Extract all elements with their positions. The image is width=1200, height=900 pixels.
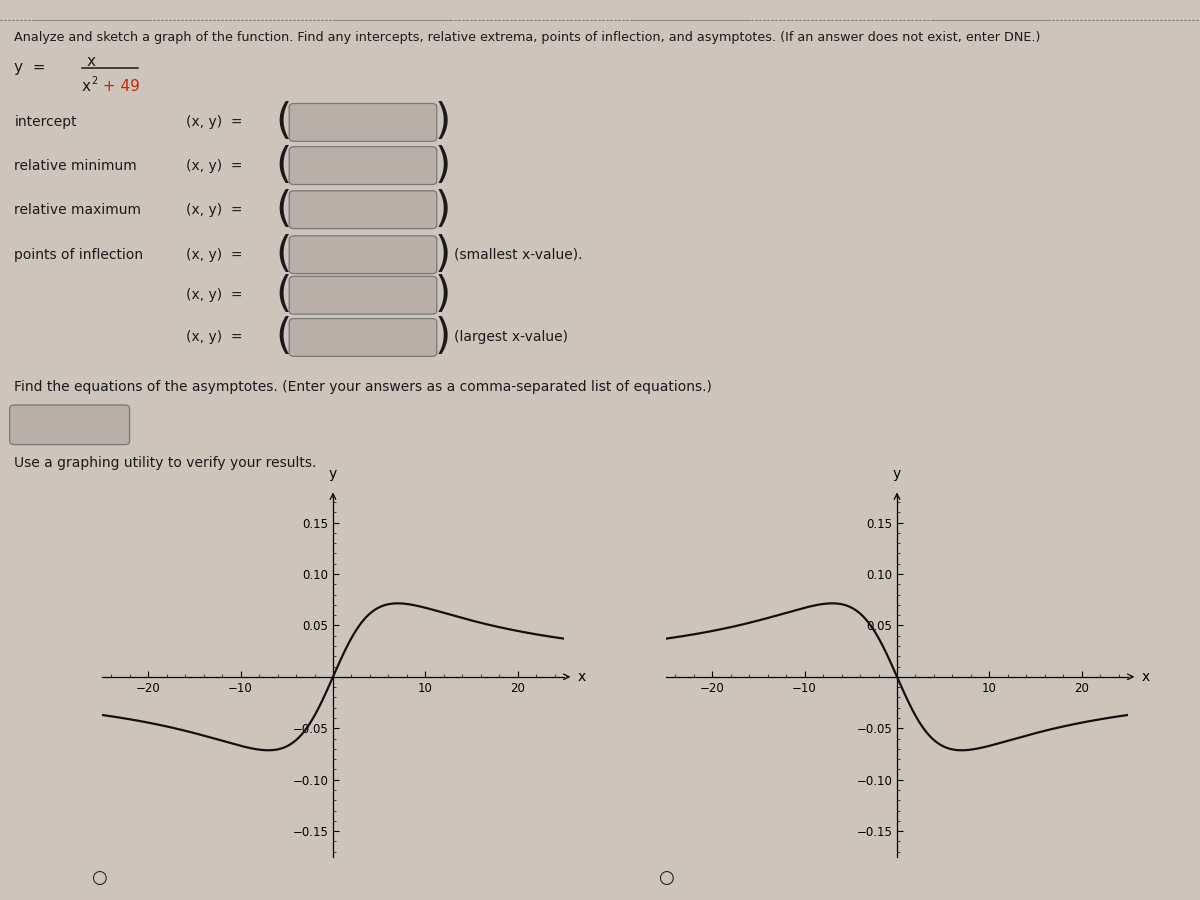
FancyBboxPatch shape <box>289 191 437 229</box>
Text: Analyze and sketch a graph of the function. Find any intercepts, relative extrem: Analyze and sketch a graph of the functi… <box>14 32 1040 44</box>
Text: (x, y)  =: (x, y) = <box>186 158 242 173</box>
Text: ○: ○ <box>90 868 107 886</box>
FancyBboxPatch shape <box>289 147 437 184</box>
Text: x: x <box>82 79 91 94</box>
Text: intercept: intercept <box>14 115 77 130</box>
FancyBboxPatch shape <box>289 276 437 314</box>
Text: x: x <box>578 670 586 684</box>
Text: (smallest x-value).: (smallest x-value). <box>454 248 582 262</box>
Text: x: x <box>86 54 96 68</box>
FancyBboxPatch shape <box>289 319 437 356</box>
Text: (: ( <box>275 102 292 143</box>
FancyBboxPatch shape <box>289 104 437 141</box>
Text: (: ( <box>275 317 292 358</box>
Text: (: ( <box>275 145 292 186</box>
Text: (: ( <box>275 274 292 316</box>
Text: relative maximum: relative maximum <box>14 202 142 217</box>
Text: ): ) <box>434 189 451 230</box>
Text: (: ( <box>275 234 292 275</box>
Text: (: ( <box>275 189 292 230</box>
Text: x: x <box>1142 670 1150 684</box>
Text: (x, y)  =: (x, y) = <box>186 202 242 217</box>
Text: ): ) <box>434 145 451 186</box>
Text: ): ) <box>434 234 451 275</box>
Text: (largest x-value): (largest x-value) <box>454 330 568 345</box>
Text: (x, y)  =: (x, y) = <box>186 288 242 302</box>
Text: points of inflection: points of inflection <box>14 248 144 262</box>
Text: Find the equations of the asymptotes. (Enter your answers as a comma-separated l: Find the equations of the asymptotes. (E… <box>14 380 713 394</box>
Text: y  =: y = <box>14 60 46 75</box>
Text: ): ) <box>434 102 451 143</box>
Text: + 49: + 49 <box>98 79 140 94</box>
Text: 2: 2 <box>91 76 97 86</box>
Text: relative minimum: relative minimum <box>14 158 137 173</box>
FancyBboxPatch shape <box>289 236 437 274</box>
Text: ): ) <box>434 274 451 316</box>
Text: y: y <box>893 467 901 482</box>
FancyBboxPatch shape <box>10 405 130 445</box>
Text: (x, y)  =: (x, y) = <box>186 115 242 130</box>
Text: Use a graphing utility to verify your results.: Use a graphing utility to verify your re… <box>14 456 317 471</box>
Text: ○: ○ <box>658 868 674 886</box>
Text: (x, y)  =: (x, y) = <box>186 248 242 262</box>
Text: y: y <box>329 467 337 482</box>
Text: ): ) <box>434 317 451 358</box>
Text: (x, y)  =: (x, y) = <box>186 330 242 345</box>
